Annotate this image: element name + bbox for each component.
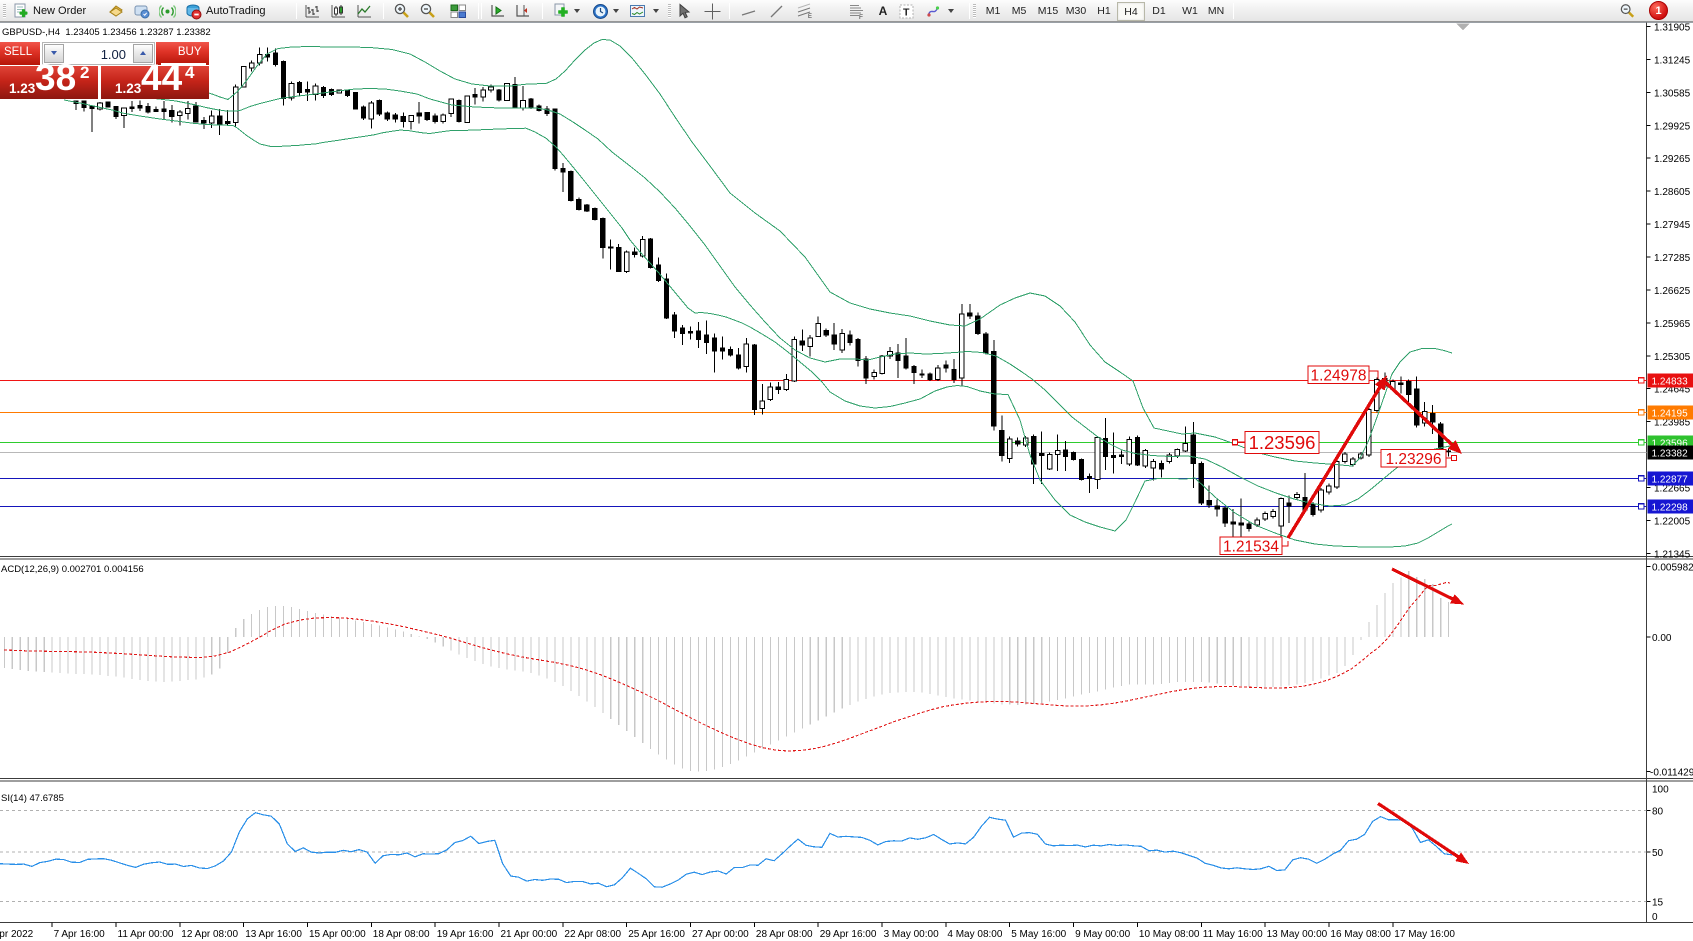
svg-text:T: T [903, 6, 910, 18]
svg-text:10 May 08:00: 10 May 08:00 [1139, 929, 1200, 940]
svg-text:SI(14) 47.6785: SI(14) 47.6785 [1, 793, 64, 804]
svg-text:1.23382: 1.23382 [1652, 449, 1689, 460]
svg-text:F: F [859, 14, 863, 20]
svg-text:17 May 16:00: 17 May 16:00 [1394, 929, 1455, 940]
svg-text:1.22005: 1.22005 [1654, 517, 1691, 528]
svg-text:27 Apr 00:00: 27 Apr 00:00 [692, 929, 749, 940]
svg-text:80: 80 [1652, 807, 1664, 818]
svg-text:25 Apr 16:00: 25 Apr 16:00 [628, 929, 685, 940]
svg-text:13 Apr 16:00: 13 Apr 16:00 [245, 929, 302, 940]
svg-text:50: 50 [1652, 848, 1664, 859]
svg-text:9 May 00:00: 9 May 00:00 [1075, 929, 1130, 940]
svg-text:E: E [808, 14, 812, 20]
svg-text:1.31245: 1.31245 [1654, 55, 1691, 66]
svg-text:1.30585: 1.30585 [1654, 88, 1691, 99]
svg-text:19 Apr 16:00: 19 Apr 16:00 [437, 929, 494, 940]
svg-text:1.27945: 1.27945 [1654, 220, 1691, 231]
svg-text:1.29925: 1.29925 [1654, 121, 1691, 132]
svg-text:1.25965: 1.25965 [1654, 319, 1691, 330]
svg-text:13 May 00:00: 13 May 00:00 [1267, 929, 1328, 940]
svg-text:1.27285: 1.27285 [1654, 253, 1691, 264]
svg-text:0.005982: 0.005982 [1652, 563, 1693, 574]
svg-text:0: 0 [1652, 912, 1658, 923]
svg-text:4 May 08:00: 4 May 08:00 [947, 929, 1002, 940]
svg-text:1.25305: 1.25305 [1654, 352, 1691, 363]
svg-text:1.21534: 1.21534 [1223, 538, 1279, 555]
svg-text:1.23985: 1.23985 [1654, 418, 1691, 429]
svg-text:16 May 08:00: 16 May 08:00 [1330, 929, 1391, 940]
svg-text:1.24978: 1.24978 [1310, 367, 1366, 384]
svg-text:1.24833: 1.24833 [1652, 377, 1689, 388]
svg-text:5 Apr 2022: 5 Apr 2022 [0, 929, 34, 940]
svg-text:5 May 16:00: 5 May 16:00 [1011, 929, 1066, 940]
svg-text:1.26625: 1.26625 [1654, 286, 1691, 297]
svg-text:15 Apr 00:00: 15 Apr 00:00 [309, 929, 366, 940]
svg-text:1.24645: 1.24645 [1654, 385, 1691, 396]
svg-text:3 May 00:00: 3 May 00:00 [884, 929, 939, 940]
svg-text:12 Apr 08:00: 12 Apr 08:00 [181, 929, 238, 940]
svg-text:ACD(12,26,9) 0.002701 0.004156: ACD(12,26,9) 0.002701 0.004156 [1, 564, 144, 575]
svg-text:29 Apr 16:00: 29 Apr 16:00 [820, 929, 877, 940]
svg-text:1.29265: 1.29265 [1654, 154, 1691, 165]
svg-text:1.23596: 1.23596 [1249, 432, 1316, 453]
svg-text:1.22665: 1.22665 [1654, 484, 1691, 495]
svg-text:18 Apr 08:00: 18 Apr 08:00 [373, 929, 430, 940]
svg-text:-0.011429: -0.011429 [1650, 768, 1693, 779]
svg-text:21 Apr 00:00: 21 Apr 00:00 [501, 929, 558, 940]
svg-text:11 May 16:00: 11 May 16:00 [1203, 929, 1263, 940]
svg-text:1.22298: 1.22298 [1652, 503, 1689, 514]
svg-text:1.23596: 1.23596 [1652, 439, 1689, 450]
svg-text:1.21345: 1.21345 [1654, 549, 1691, 560]
svg-text:28 Apr 08:00: 28 Apr 08:00 [756, 929, 813, 940]
svg-text:1.28605: 1.28605 [1654, 187, 1691, 198]
svg-text:0.00: 0.00 [1652, 633, 1672, 644]
svg-text:22 Apr 08:00: 22 Apr 08:00 [564, 929, 621, 940]
svg-text:1.31905: 1.31905 [1654, 23, 1691, 34]
svg-text:1.23296: 1.23296 [1385, 451, 1441, 468]
svg-text:15: 15 [1652, 897, 1664, 908]
svg-text:1.24195: 1.24195 [1652, 409, 1689, 420]
svg-text:100: 100 [1652, 785, 1669, 796]
svg-text:11 Apr 00:00: 11 Apr 00:00 [118, 929, 174, 940]
svg-text:1.22877: 1.22877 [1652, 475, 1689, 486]
svg-text:7 Apr 16:00: 7 Apr 16:00 [54, 929, 106, 940]
